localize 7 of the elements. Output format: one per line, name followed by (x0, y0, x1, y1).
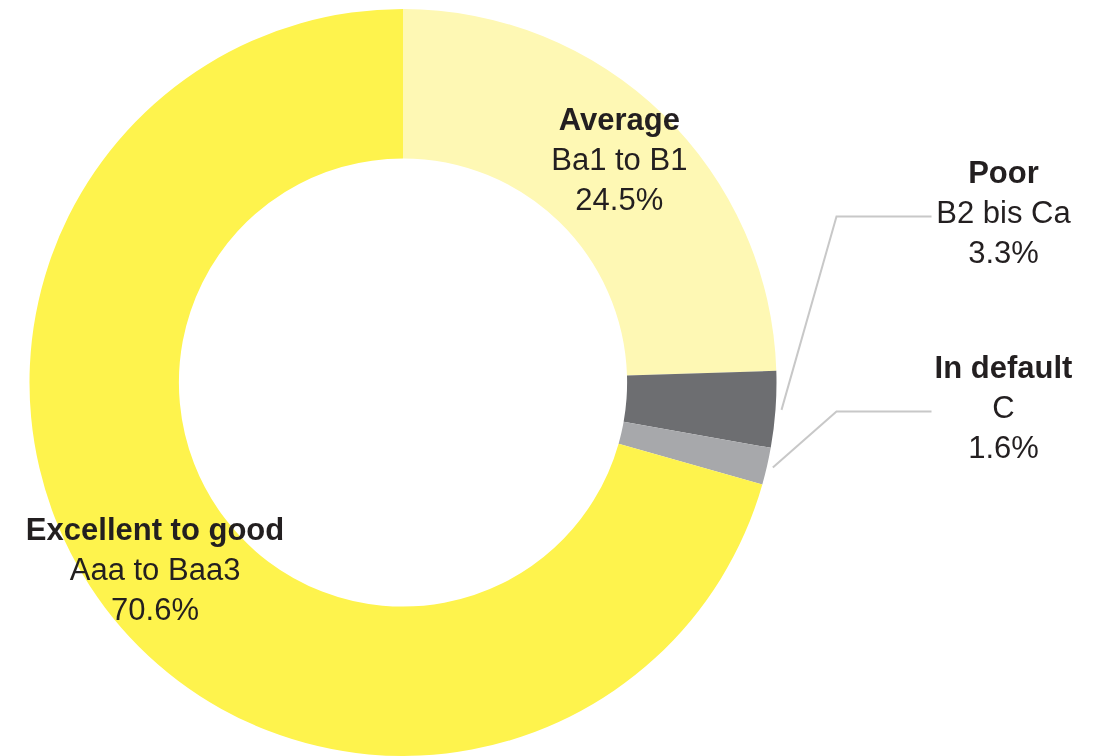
data-label: 24.5% (575, 181, 664, 217)
data-label: 1.6% (968, 430, 1039, 466)
slice-label: Poor B2 bis Ca (936, 155, 1072, 231)
data-label: 3.3% (968, 235, 1039, 271)
slice-label: In default C (934, 350, 1073, 426)
data-label: 70.6% (111, 592, 199, 628)
slice-label: Average Ba1 to B1 (551, 101, 688, 177)
